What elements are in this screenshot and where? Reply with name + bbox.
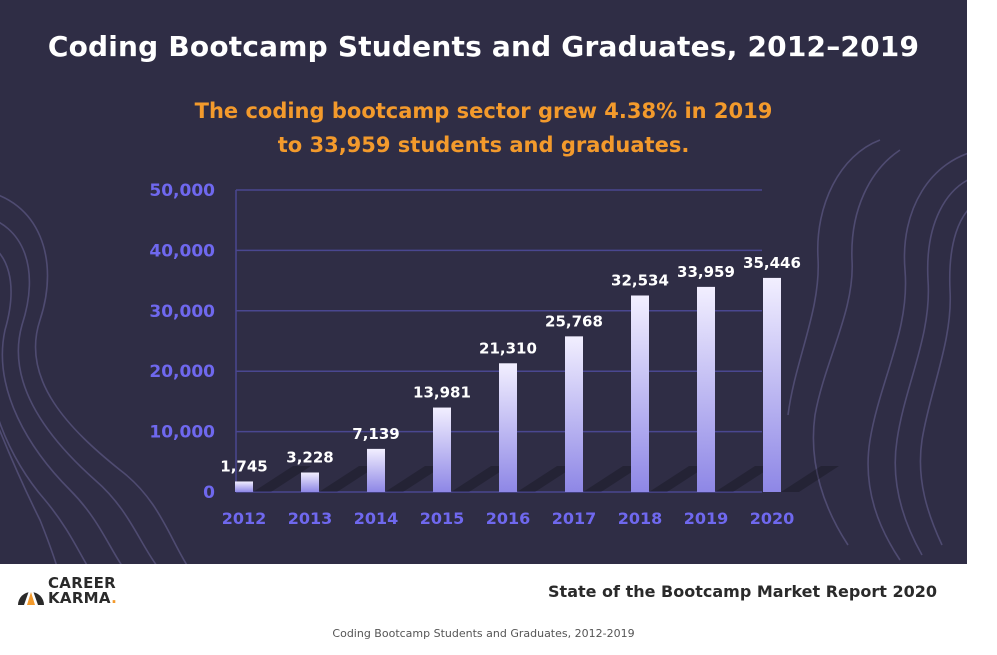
x-tick-label: 2015	[420, 509, 465, 528]
data-label: 35,446	[743, 254, 801, 272]
x-tick-label: 2016	[486, 509, 531, 528]
x-tick-label: 2017	[552, 509, 597, 528]
bar	[235, 481, 253, 492]
y-axis-ticks: 0 10,000 20,000 30,000 40,000 50,000	[149, 181, 215, 503]
chart-title: Coding Bootcamp Students and Graduates, …	[47, 30, 920, 63]
data-label: 7,139	[352, 425, 399, 443]
data-label: 32,534	[611, 271, 669, 289]
bar-shadow	[715, 466, 773, 492]
gridlines	[235, 189, 762, 493]
logo-line-2-text: KARMA	[48, 589, 112, 607]
data-label: 21,310	[479, 339, 537, 357]
x-tick-label: 2013	[288, 509, 333, 528]
x-tick-label: 2012	[222, 509, 267, 528]
data-label: 13,981	[413, 384, 471, 402]
bar	[499, 363, 517, 492]
bar	[367, 448, 385, 492]
y-tick-label: 0	[203, 483, 215, 503]
bar	[763, 277, 781, 492]
career-karma-logo-icon	[18, 585, 44, 605]
x-tick-label: 2014	[354, 509, 399, 528]
subtitle-line-1: The coding bootcamp sector grew 4.38% in…	[194, 99, 773, 123]
bar-shadow	[385, 466, 443, 492]
y-tick-label: 20,000	[149, 362, 215, 382]
data-label: 3,228	[286, 449, 333, 467]
contour-decoration	[0, 139, 967, 564]
image-caption: Coding Bootcamp Students and Graduates, …	[332, 627, 635, 640]
chart-panel: Coding Bootcamp Students and Graduates, …	[0, 0, 967, 564]
bar-shadow	[517, 466, 575, 492]
x-tick-label: 2019	[684, 509, 729, 528]
bar-shadow	[319, 466, 377, 492]
y-tick-label: 40,000	[149, 241, 215, 261]
footer: CAREER KARMA. State of the Bootcamp Mark…	[0, 564, 967, 622]
career-karma-logo-text: CAREER KARMA.	[48, 576, 117, 606]
y-tick-label: 50,000	[149, 181, 215, 201]
data-label: 33,959	[677, 263, 735, 281]
logo-line-2: KARMA.	[48, 591, 117, 606]
bar	[565, 336, 583, 492]
y-tick-label: 10,000	[149, 423, 215, 443]
data-label: 1,745	[220, 457, 267, 475]
x-tick-label: 2018	[618, 509, 663, 528]
logo-dot: .	[111, 589, 118, 607]
chart-subtitle: The coding bootcamp sector grew 4.38% in…	[0, 94, 967, 162]
bar	[697, 286, 715, 492]
data-label: 25,768	[545, 312, 603, 330]
bar-shadows	[253, 466, 839, 492]
bar-shadow	[253, 466, 311, 492]
bar-shadow	[649, 466, 707, 492]
bar-shadow	[781, 466, 839, 492]
y-tick-label: 30,000	[149, 302, 215, 322]
bar-shadow	[451, 466, 509, 492]
x-axis-ticks: 2012 2013 2014 2015 2016 2017 2018 2019 2020	[222, 509, 795, 528]
x-tick-label: 2020	[750, 509, 795, 528]
bar	[301, 472, 319, 492]
bars	[235, 277, 781, 492]
bar-shadow	[583, 466, 641, 492]
subtitle-line-2: to 33,959 students and graduates.	[277, 133, 690, 157]
logo-line-1: CAREER	[48, 574, 117, 592]
bar	[433, 407, 451, 492]
data-labels: 1,745 3,228 7,139 13,981 21,310 25,768 32,534 3…	[220, 254, 801, 476]
bar	[631, 295, 649, 492]
bar-chart: 0 10,000 20,000 30,000 40,000 50,000 1,745 3,2…	[149, 181, 839, 528]
report-name: State of the Bootcamp Market Report 2020	[548, 582, 937, 601]
